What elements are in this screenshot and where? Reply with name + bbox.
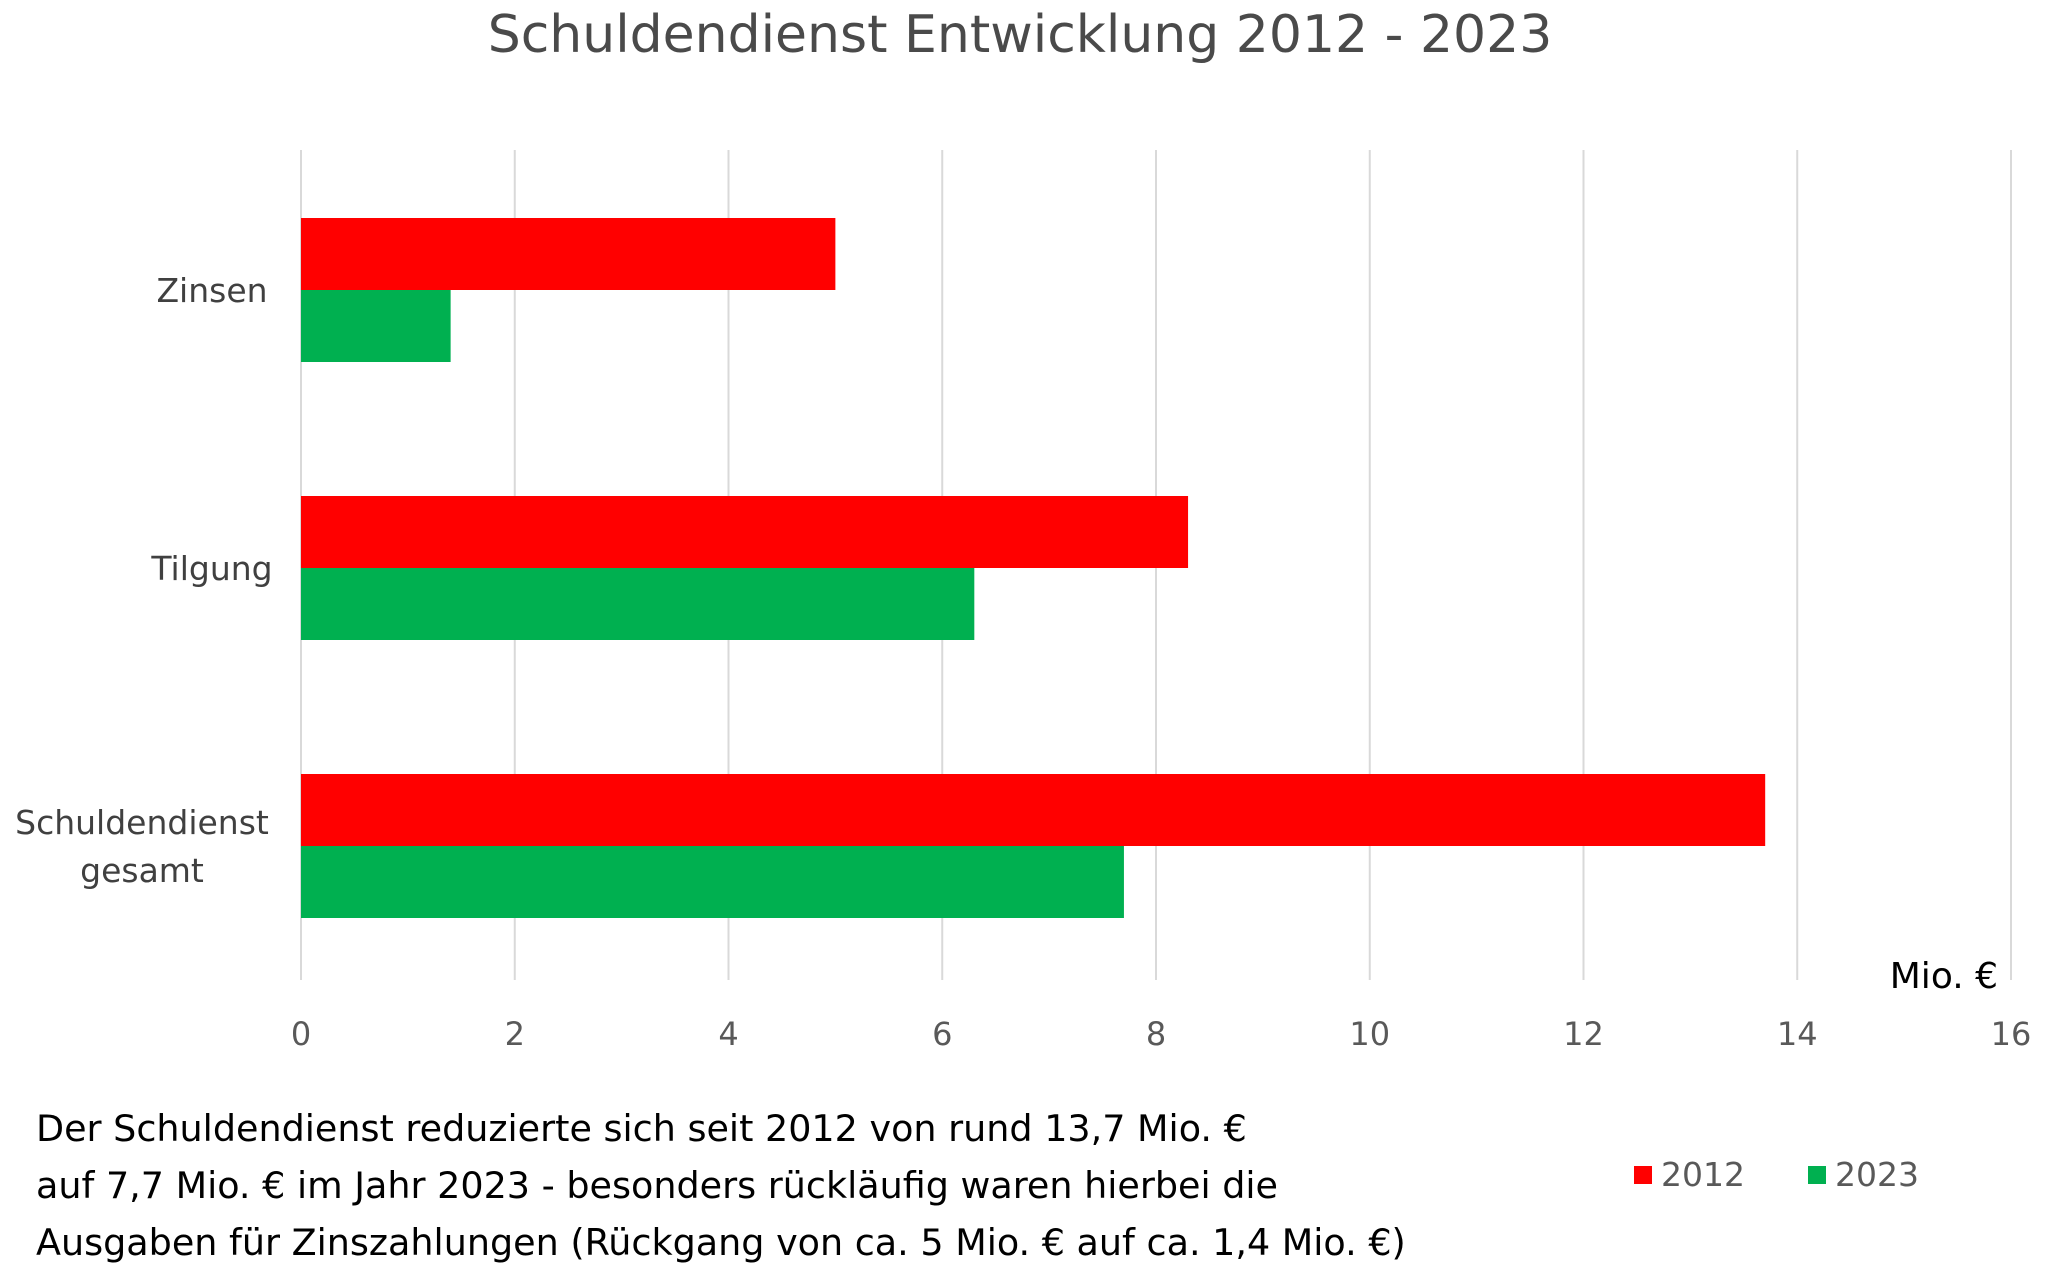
chart-caption: Der Schuldendienst reduzierte sich seit … [36,1100,1406,1271]
category-label: Schuldendienst [15,803,269,842]
category-label: Tilgung [150,549,272,588]
chart-title: Schuldendienst Entwicklung 2012 - 2023 [488,5,1553,65]
x-tick-label: 12 [1563,1015,1604,1053]
category-labels: Zinsen Tilgung Schuldendienst gesamt [15,271,272,890]
bar-2012-2 [301,496,1189,568]
legend-label-2023: 2023 [1835,1155,1919,1194]
legend-swatch-2023 [1808,1166,1826,1184]
bar-2012-1 [301,218,836,290]
caption-line: auf 7,7 Mio. € im Jahr 2023 - besonders … [36,1164,1278,1207]
caption-line: Ausgaben für Zinszahlungen (Rückgang von… [36,1221,1406,1264]
x-tick-labels: 0 2 4 6 8 10 12 14 16 [291,1015,2032,1053]
caption-line: Der Schuldendienst reduzierte sich seit … [36,1107,1247,1150]
bar-2023-2 [301,568,975,640]
x-tick-label: 0 [291,1015,311,1053]
bar-2012-3 [301,774,1766,846]
x-tick-label: 2 [505,1015,525,1053]
x-tick-label: 8 [1146,1015,1166,1053]
x-tick-label: 10 [1349,1015,1390,1053]
x-tick-label: 16 [1991,1015,2032,1053]
legend: 2012 2023 [1634,1155,1919,1194]
x-tick-label: 4 [718,1015,738,1053]
category-label: Zinsen [156,271,267,310]
bar-2023-3 [301,846,1124,918]
x-tick-label: 14 [1777,1015,1818,1053]
bar-2023-1 [301,290,451,362]
x-tick-label: 6 [932,1015,952,1053]
x-axis-unit-label: Mio. € [1890,956,1998,997]
category-label: gesamt [80,851,204,890]
legend-label-2012: 2012 [1661,1155,1745,1194]
legend-swatch-2012 [1634,1166,1652,1184]
bars [301,218,1766,918]
